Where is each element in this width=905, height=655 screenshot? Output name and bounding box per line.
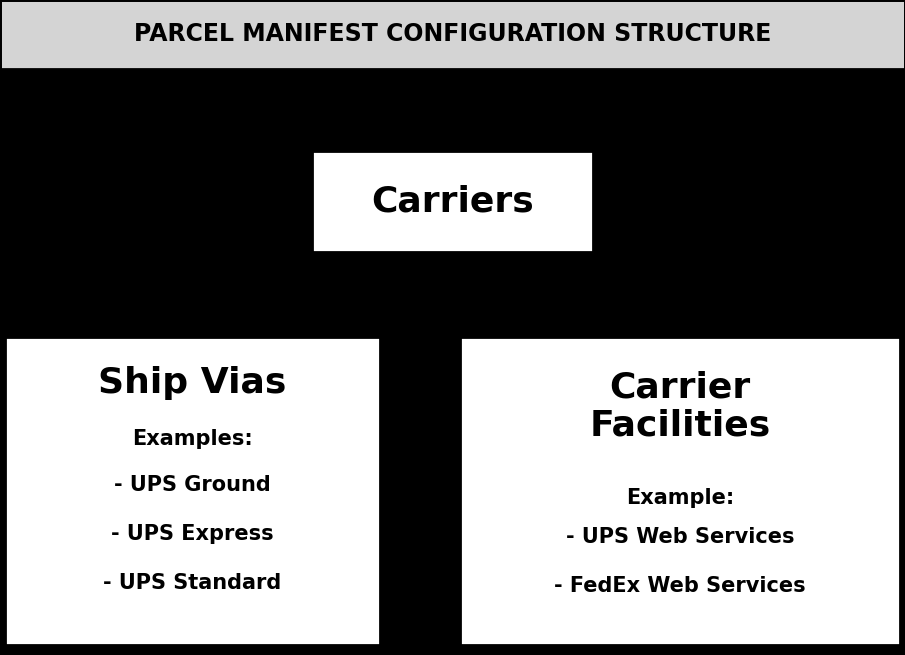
Text: - UPS Express: - UPS Express [111,524,273,544]
Text: Carrier
Facilities: Carrier Facilities [589,370,771,442]
FancyBboxPatch shape [0,0,905,69]
Text: - FedEx Web Services: - FedEx Web Services [554,576,806,596]
Text: Carriers: Carriers [371,185,534,218]
Text: Example:: Example: [626,488,734,508]
Text: - UPS Web Services: - UPS Web Services [566,527,795,547]
Text: - UPS Ground: - UPS Ground [114,475,271,495]
Text: - UPS Standard: - UPS Standard [103,573,281,593]
Text: Ship Vias: Ship Vias [98,366,287,400]
Text: Examples:: Examples: [132,429,252,449]
FancyBboxPatch shape [460,337,900,645]
Text: PARCEL MANIFEST CONFIGURATION STRUCTURE: PARCEL MANIFEST CONFIGURATION STRUCTURE [134,22,771,47]
FancyBboxPatch shape [312,151,593,252]
FancyBboxPatch shape [5,337,380,645]
